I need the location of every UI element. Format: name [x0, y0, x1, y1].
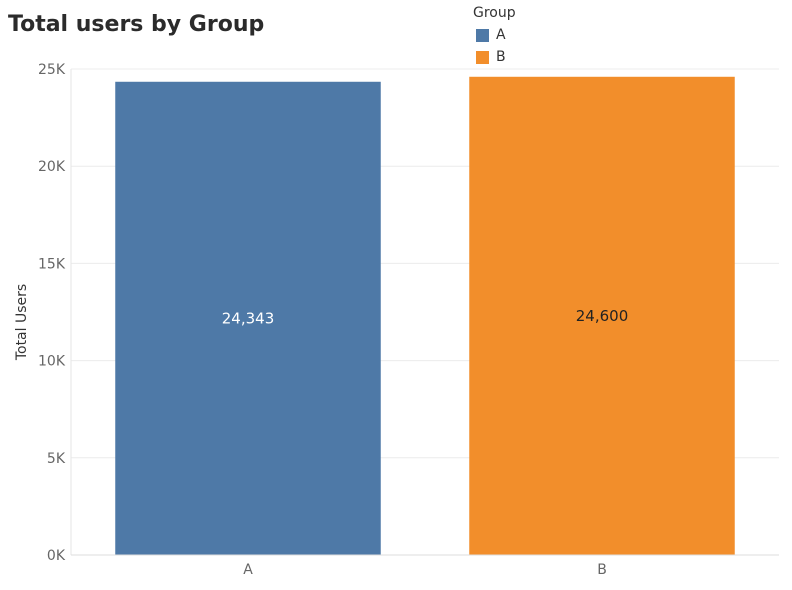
y-tick-label: 20K: [38, 159, 66, 175]
bar-b: [469, 76, 735, 555]
bar-a: [115, 81, 381, 555]
y-axis-title: Total Users: [14, 284, 30, 361]
y-tick-label: 25K: [38, 62, 66, 78]
legend-swatch-a: [476, 28, 489, 42]
y-tick-label: 0K: [47, 548, 66, 564]
x-tick-label: A: [243, 562, 253, 578]
chart-title: Total users by Group: [8, 12, 265, 37]
legend: Group A B: [473, 4, 516, 68]
x-tick-label: B: [597, 562, 607, 578]
legend-item-b[interactable]: B: [473, 46, 516, 68]
legend-label-a: A: [496, 27, 506, 43]
bar-value-label: 24,343: [222, 309, 275, 327]
y-tick-label: 15K: [38, 256, 66, 272]
bar-value-label: 24,600: [576, 307, 629, 325]
legend-item-a[interactable]: A: [473, 24, 516, 46]
legend-swatch-b: [476, 50, 489, 64]
y-tick-label: 5K: [47, 451, 66, 467]
legend-label-b: B: [496, 49, 506, 65]
y-tick-label: 10K: [38, 354, 66, 370]
legend-title: Group: [473, 5, 516, 21]
